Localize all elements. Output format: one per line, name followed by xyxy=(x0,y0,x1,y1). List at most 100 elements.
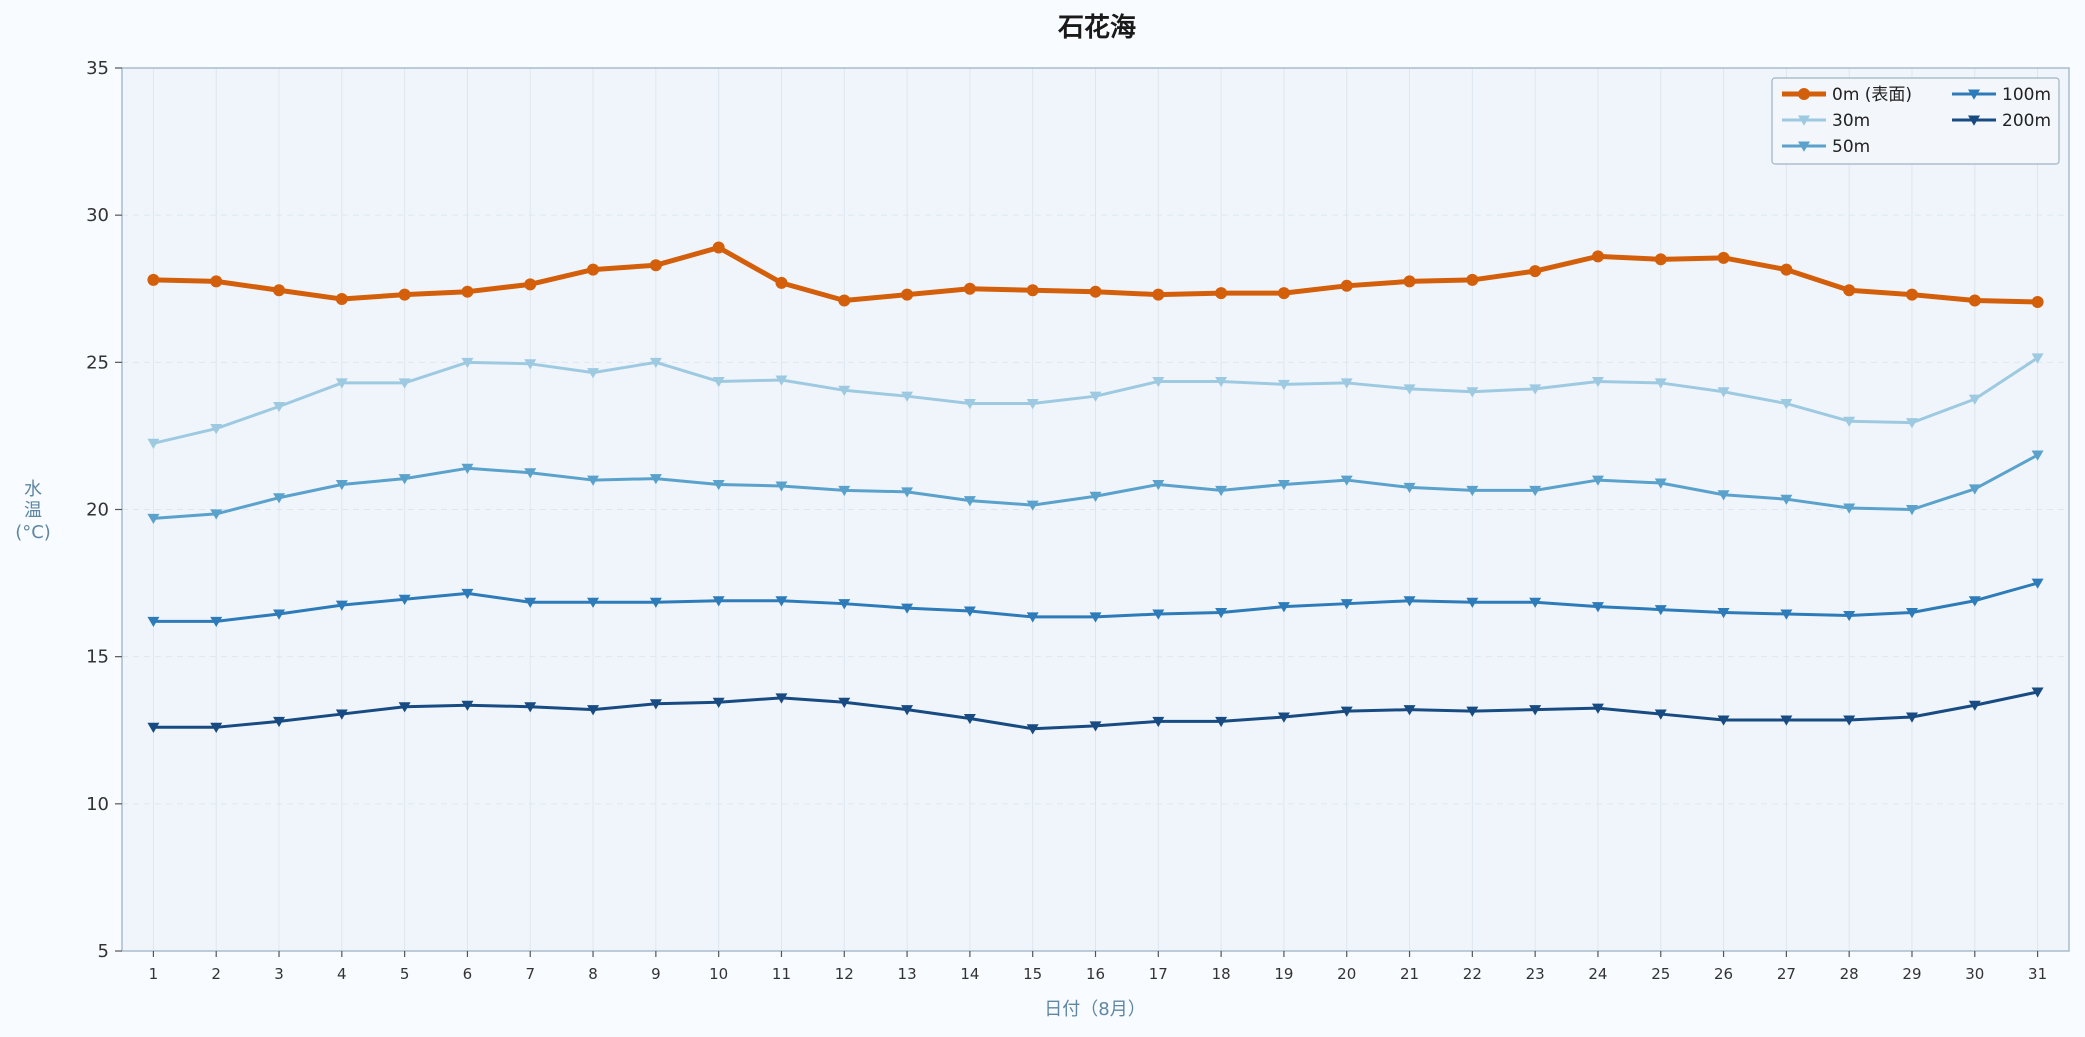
legend-marker-50m xyxy=(1798,141,1810,152)
y-tick-label: 5 xyxy=(98,941,109,962)
data-point-50m-21 xyxy=(1403,482,1416,494)
data-point-100m-7 xyxy=(524,597,537,608)
data-point-30m-28 xyxy=(1843,416,1856,427)
series-0m xyxy=(147,241,2044,308)
x-tick-label: 17 xyxy=(1149,965,1168,983)
data-point-0m-10 xyxy=(712,241,725,254)
data-point-100m-21 xyxy=(1403,596,1416,607)
data-point-30m-14 xyxy=(963,399,976,410)
data-point-0m-31 xyxy=(2031,295,2044,308)
x-tick-label: 3 xyxy=(274,965,284,983)
legend-box xyxy=(1771,77,2060,165)
data-point-30m-5 xyxy=(398,378,411,389)
data-point-200m-12 xyxy=(838,697,851,708)
x-tick-label: 20 xyxy=(1337,965,1356,983)
data-point-30m-6 xyxy=(461,357,474,369)
data-point-0m-28 xyxy=(1843,284,1856,297)
data-point-30m-20 xyxy=(1340,378,1353,389)
y-tick-label: 10 xyxy=(86,794,109,815)
data-point-50m-30 xyxy=(1968,484,1981,495)
data-point-100m-24 xyxy=(1591,602,1604,613)
data-point-100m-1 xyxy=(147,616,160,628)
data-point-30m-12 xyxy=(838,385,851,396)
data-point-0m-23 xyxy=(1529,265,1542,278)
data-point-30m-26 xyxy=(1717,387,1730,398)
data-point-200m-1 xyxy=(147,722,160,734)
data-point-0m-12 xyxy=(838,294,851,307)
data-point-200m-18 xyxy=(1215,716,1228,728)
data-point-50m-3 xyxy=(273,493,286,504)
data-point-0m-25 xyxy=(1654,253,1667,266)
y-tick-label: 20 xyxy=(86,500,109,521)
data-point-100m-26 xyxy=(1717,608,1730,619)
data-point-0m-13 xyxy=(901,288,914,301)
data-point-200m-16 xyxy=(1089,721,1102,732)
x-tick-label: 28 xyxy=(1840,965,1859,983)
data-point-0m-11 xyxy=(775,276,788,289)
data-point-50m-1 xyxy=(147,513,160,525)
x-tick-label: 10 xyxy=(709,965,728,983)
data-point-30m-22 xyxy=(1466,387,1479,398)
series-group xyxy=(147,241,2044,735)
x-tick-label: 21 xyxy=(1400,965,1419,983)
x-tick-label: 31 xyxy=(2028,965,2047,983)
data-point-0m-15 xyxy=(1026,284,1039,297)
data-point-30m-9 xyxy=(649,357,662,369)
data-point-200m-6 xyxy=(461,700,474,711)
data-point-100m-5 xyxy=(398,594,411,605)
data-point-0m-20 xyxy=(1340,279,1353,292)
data-point-0m-17 xyxy=(1152,288,1165,301)
data-point-200m-3 xyxy=(273,716,286,728)
data-point-30m-25 xyxy=(1654,378,1667,389)
data-point-100m-29 xyxy=(1905,608,1918,619)
data-point-0m-5 xyxy=(398,288,411,301)
data-point-200m-27 xyxy=(1780,715,1793,726)
data-point-30m-16 xyxy=(1089,391,1102,402)
x-tick-label: 19 xyxy=(1274,965,1293,983)
data-point-100m-10 xyxy=(712,596,725,607)
legend-item-200m: 200m xyxy=(1952,111,2051,131)
data-point-0m-21 xyxy=(1403,275,1416,288)
data-point-30m-18 xyxy=(1215,376,1228,388)
data-point-50m-24 xyxy=(1591,475,1604,486)
x-tick-label: 6 xyxy=(463,965,473,983)
data-point-100m-22 xyxy=(1466,597,1479,608)
data-point-100m-11 xyxy=(775,596,788,607)
data-point-0m-7 xyxy=(524,278,537,291)
data-point-30m-2 xyxy=(210,424,223,435)
data-point-30m-17 xyxy=(1152,376,1165,388)
data-point-200m-22 xyxy=(1466,706,1479,717)
y-tick-label: 15 xyxy=(86,647,109,668)
x-axis-label: 日付（8月） xyxy=(1044,999,1145,1020)
x-tick-label: 13 xyxy=(898,965,917,983)
data-point-50m-27 xyxy=(1780,494,1793,505)
data-point-100m-18 xyxy=(1215,608,1228,619)
data-point-100m-3 xyxy=(273,609,286,620)
x-tick-label: 14 xyxy=(960,965,979,983)
data-point-200m-7 xyxy=(524,702,537,713)
x-tick-label: 26 xyxy=(1714,965,1733,983)
data-point-200m-5 xyxy=(398,702,411,713)
data-point-30m-27 xyxy=(1780,399,1793,410)
data-point-30m-31 xyxy=(2031,353,2044,364)
legend-label-50m: 50m xyxy=(1832,137,1870,157)
data-point-200m-29 xyxy=(1905,712,1918,723)
data-point-30m-1 xyxy=(147,438,160,449)
legend-marker-100m xyxy=(1968,89,1980,100)
x-tick-label: 5 xyxy=(400,965,410,983)
x-axis-ticks: 1 2 3 4 5 6 7 8 9 10 11 12 13 14 15 16 17 18 19 20 21 22 23 24 2… xyxy=(149,951,2047,983)
series-200m xyxy=(147,687,2044,735)
x-tick-label: 15 xyxy=(1023,965,1042,983)
x-tick-label: 11 xyxy=(772,965,791,983)
data-point-30m-3 xyxy=(273,401,286,413)
y-axis-label-line-3: (°C) xyxy=(15,522,51,543)
data-point-30m-7 xyxy=(524,359,537,370)
data-point-30m-24 xyxy=(1591,376,1604,388)
y-axis-label-line-1: 水 xyxy=(24,479,42,500)
series-30m xyxy=(147,353,2044,449)
data-point-30m-23 xyxy=(1529,384,1542,395)
data-point-50m-8 xyxy=(587,475,600,486)
data-point-200m-31 xyxy=(2031,687,2044,698)
data-point-0m-16 xyxy=(1089,285,1102,298)
data-point-100m-23 xyxy=(1529,597,1542,608)
